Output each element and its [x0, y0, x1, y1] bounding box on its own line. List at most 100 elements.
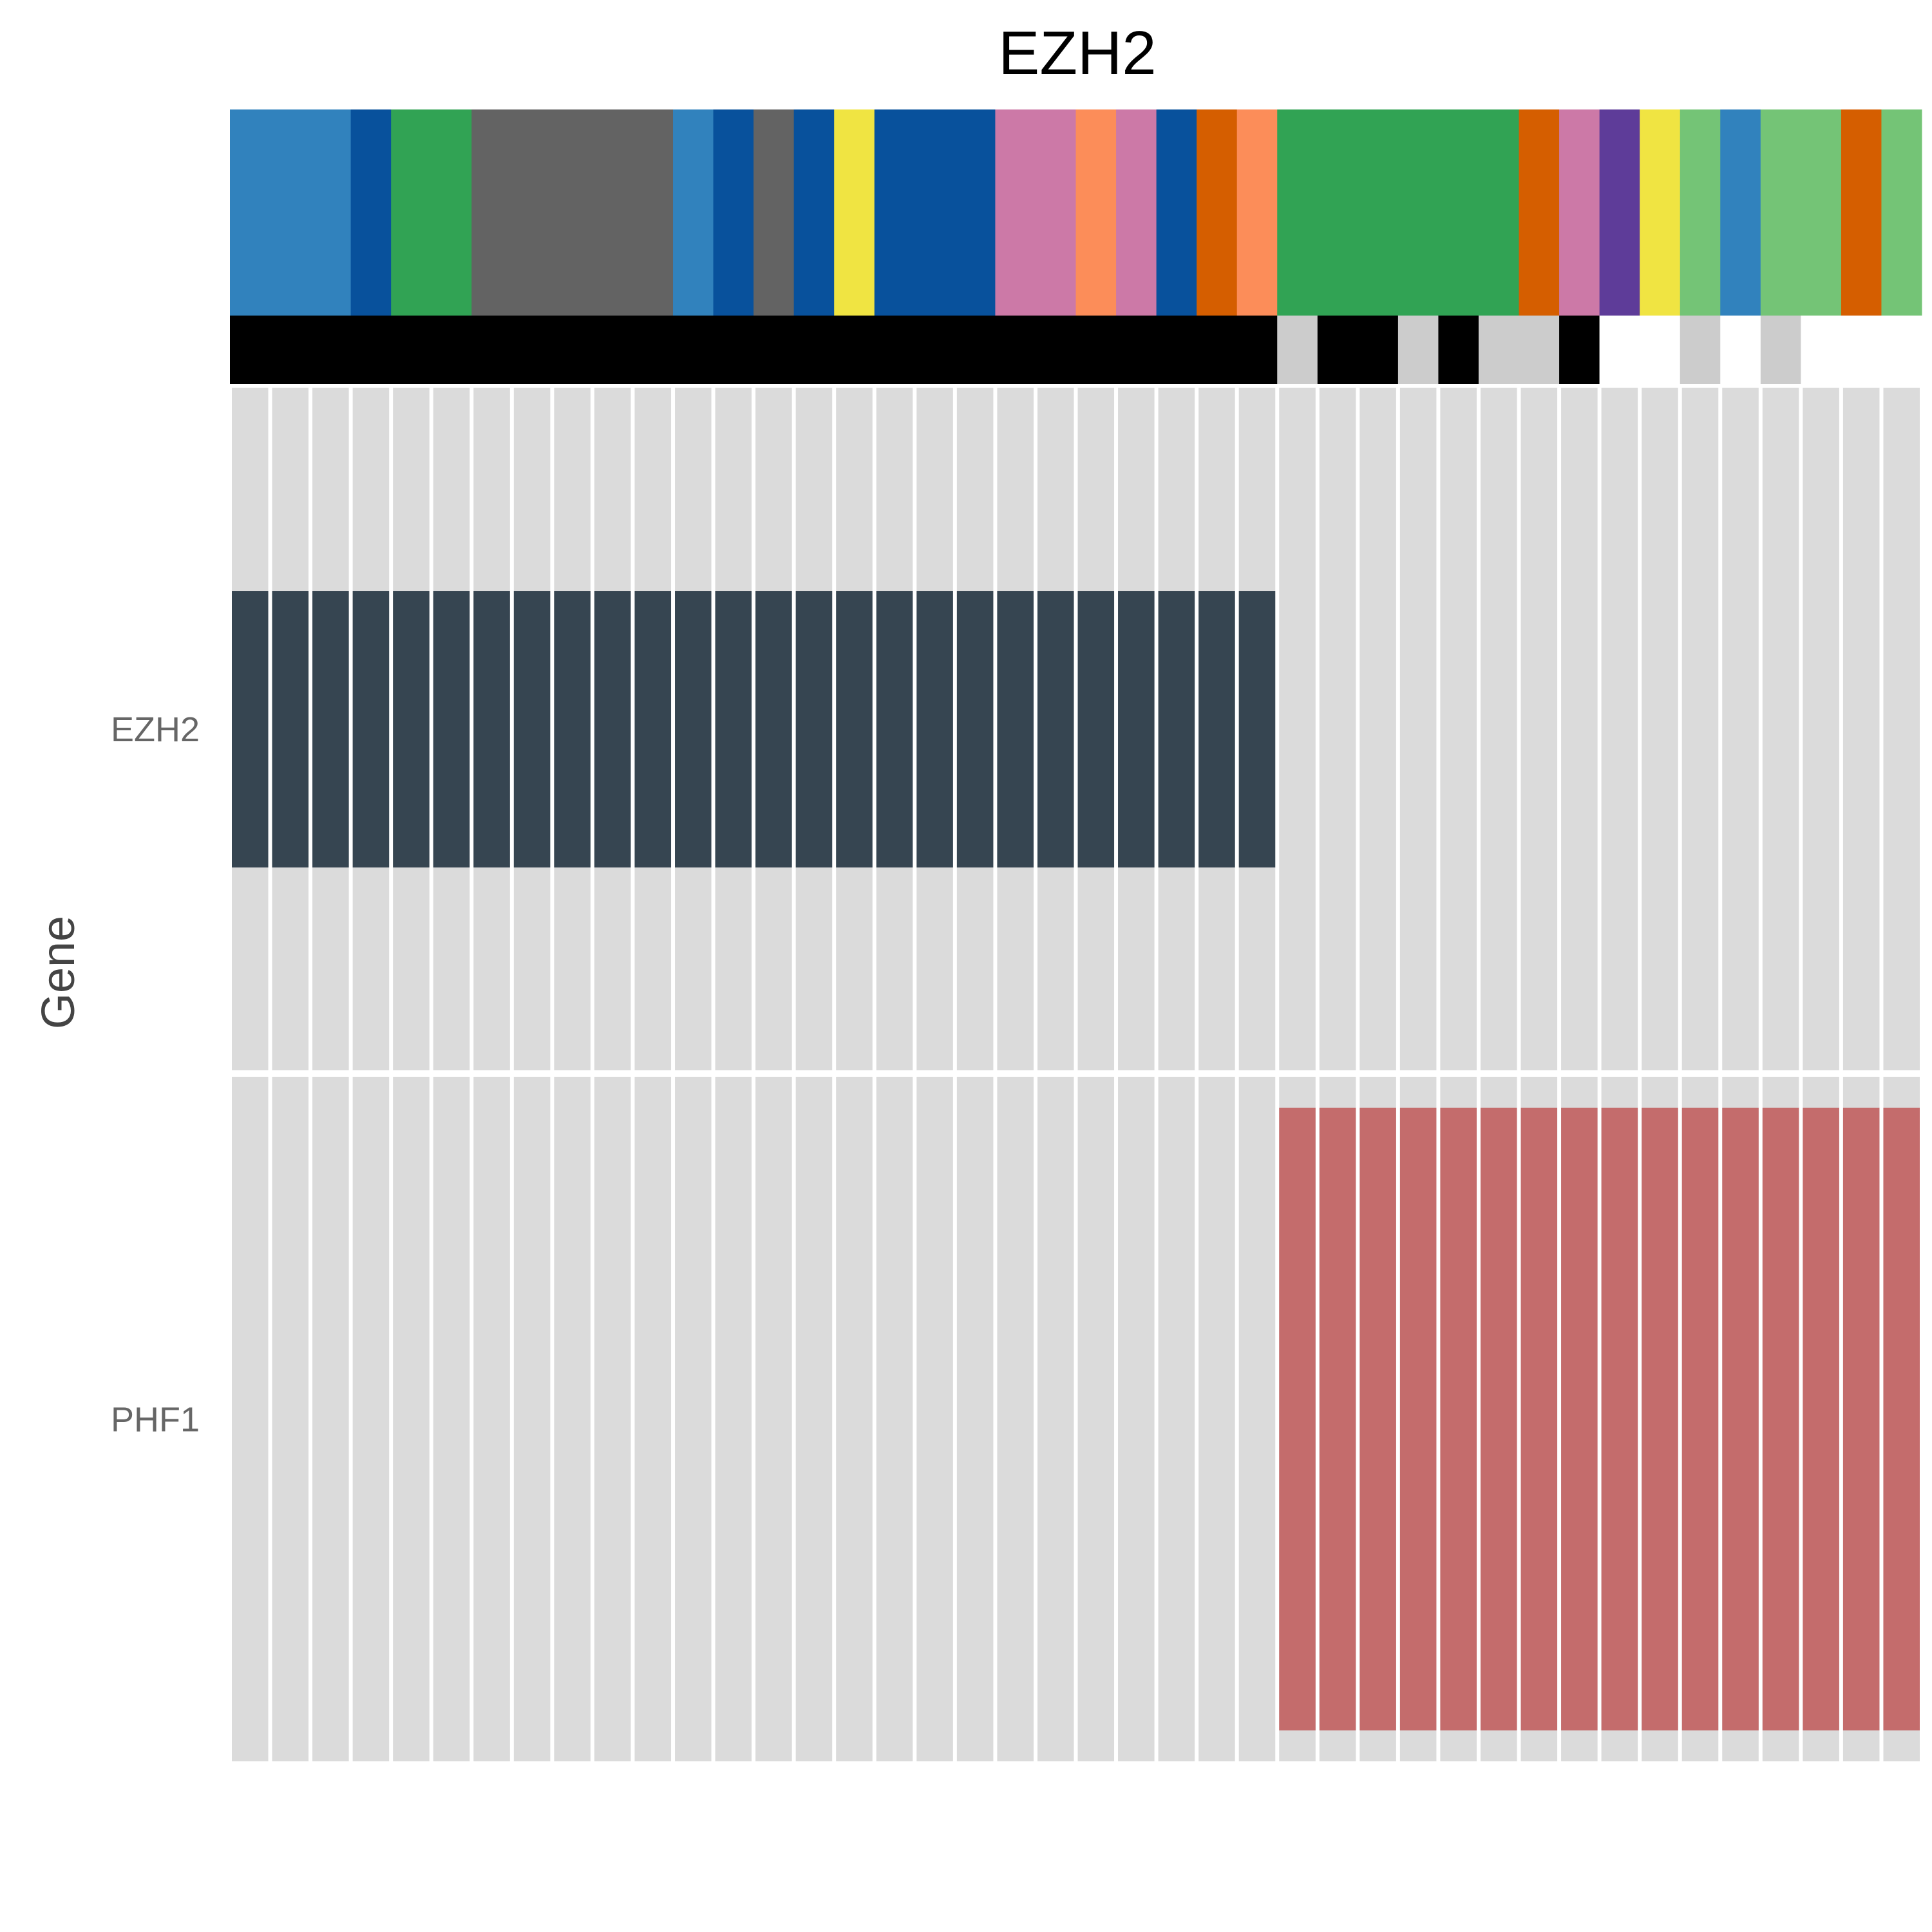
cell-bg-ezh2-38	[1722, 388, 1759, 1070]
cell-bg-ezh2-36	[1642, 388, 1678, 1070]
cell-alteration-ezh2-3	[312, 591, 349, 867]
annotation-track1-segment-8	[793, 109, 835, 316]
annotation-track1-segment-9	[834, 109, 875, 316]
annotation-track2-segment-3	[1317, 316, 1399, 384]
cell-bg-ezh2-41	[1842, 388, 1880, 1070]
cell-bg-phf1-15	[795, 1077, 833, 1761]
cell-bg-phf1-26	[1238, 1077, 1276, 1761]
cell-alteration-phf1-40	[1803, 1108, 1839, 1730]
annotation-track1-segment-21	[1640, 109, 1681, 316]
cell-bg-phf1-19	[956, 1077, 994, 1761]
cell-alteration-phf1-30	[1399, 1108, 1437, 1730]
cell-alteration-ezh2-11	[634, 591, 672, 867]
cell-bg-phf1-10	[594, 1077, 631, 1761]
cell-bg-phf1-5	[393, 1077, 430, 1761]
annotation-track2-segment-6	[1478, 316, 1560, 384]
cell-alteration-ezh2-25	[1198, 591, 1235, 867]
cell-bg-phf1-9	[554, 1077, 591, 1761]
cell-bg-phf1-13	[715, 1077, 752, 1761]
cell-bg-ezh2-28	[1319, 388, 1356, 1070]
cell-bg-ezh2-29	[1359, 388, 1396, 1070]
annotation-track1-segment-10	[874, 109, 996, 316]
cell-alteration-ezh2-7	[473, 591, 510, 867]
cell-alteration-ezh2-13	[715, 591, 752, 867]
annotation-track1-segment-1	[230, 109, 352, 316]
cell-alteration-ezh2-12	[675, 591, 712, 867]
annotation-track2-segment-5	[1438, 316, 1479, 384]
cell-alteration-phf1-37	[1681, 1108, 1719, 1730]
cell-alteration-phf1-42	[1883, 1108, 1920, 1730]
cell-alteration-phf1-31	[1440, 1108, 1477, 1730]
cell-alteration-phf1-38	[1722, 1108, 1759, 1730]
cell-alteration-phf1-32	[1480, 1108, 1517, 1730]
cell-bg-ezh2-34	[1561, 388, 1598, 1070]
cell-alteration-ezh2-21	[1037, 591, 1074, 867]
cell-alteration-phf1-41	[1842, 1108, 1880, 1730]
cell-alteration-phf1-33	[1520, 1108, 1558, 1730]
cell-bg-phf1-1	[232, 1077, 269, 1761]
annotation-track1-segment-12	[1075, 109, 1117, 316]
annotation-track1-segment-11	[995, 109, 1076, 316]
annotation-track1-segment-16	[1236, 109, 1278, 316]
annotation-track1-segment-25	[1841, 109, 1882, 316]
cell-bg-ezh2-33	[1520, 388, 1558, 1070]
cell-alteration-phf1-39	[1762, 1108, 1799, 1730]
annotation-track1-segment-6	[713, 109, 754, 316]
cell-alteration-ezh2-16	[836, 591, 873, 867]
cell-alteration-phf1-28	[1319, 1108, 1356, 1730]
cell-bg-phf1-24	[1158, 1077, 1195, 1761]
cell-alteration-ezh2-18	[916, 591, 953, 867]
cell-bg-ezh2-37	[1681, 388, 1719, 1070]
cell-bg-phf1-16	[836, 1077, 873, 1761]
cell-alteration-ezh2-19	[956, 591, 994, 867]
cell-bg-phf1-6	[433, 1077, 470, 1761]
cell-alteration-ezh2-6	[433, 591, 470, 867]
cell-alteration-phf1-29	[1359, 1108, 1396, 1730]
cell-alteration-phf1-35	[1601, 1108, 1638, 1730]
annotation-tracks	[230, 109, 1922, 384]
annotation-track1-segment-13	[1116, 109, 1157, 316]
annotation-track1-segment-18	[1519, 109, 1560, 316]
cell-bg-phf1-18	[916, 1077, 953, 1761]
cell-bg-phf1-22	[1077, 1077, 1115, 1761]
cell-bg-phf1-12	[675, 1077, 712, 1761]
cell-bg-ezh2-32	[1480, 388, 1517, 1070]
chart-title: EZH2	[998, 19, 1156, 88]
cell-bg-phf1-25	[1198, 1077, 1235, 1761]
annotation-track2-segment-7	[1559, 316, 1600, 384]
cell-bg-phf1-21	[1037, 1077, 1074, 1761]
cell-alteration-ezh2-24	[1158, 591, 1195, 867]
cell-alteration-ezh2-1	[232, 591, 269, 867]
heatmap-grid	[232, 388, 1920, 1761]
cell-bg-ezh2-35	[1601, 388, 1638, 1070]
annotation-track2-segment-4	[1397, 316, 1439, 384]
cell-alteration-ezh2-17	[876, 591, 913, 867]
annotation-track1-segment-7	[753, 109, 795, 316]
row-labels: EZH2 PHF1	[111, 710, 200, 1439]
cell-bg-phf1-3	[312, 1077, 349, 1761]
cell-alteration-ezh2-22	[1077, 591, 1115, 867]
cell-alteration-ezh2-23	[1118, 591, 1155, 867]
cell-alteration-phf1-34	[1561, 1108, 1598, 1730]
annotation-track1-segment-22	[1680, 109, 1721, 316]
cell-alteration-ezh2-15	[795, 591, 833, 867]
annotation-track1-segment-26	[1881, 109, 1922, 316]
cell-alteration-ezh2-26	[1238, 591, 1276, 867]
cell-bg-phf1-14	[755, 1077, 792, 1761]
annotation-track1-segment-5	[673, 109, 714, 316]
annotation-track2-segment-2	[1277, 316, 1318, 384]
cell-bg-phf1-11	[634, 1077, 672, 1761]
cell-bg-ezh2-31	[1440, 388, 1477, 1070]
cell-alteration-ezh2-2	[272, 591, 309, 867]
annotation-track1-segment-17	[1277, 109, 1520, 316]
annotation-track1-segment-24	[1760, 109, 1842, 316]
cell-alteration-ezh2-8	[513, 591, 551, 867]
cell-bg-ezh2-40	[1803, 388, 1839, 1070]
annotation-track1-segment-14	[1156, 109, 1197, 316]
annotation-track1-segment-3	[391, 109, 472, 316]
cell-bg-phf1-7	[473, 1077, 510, 1761]
annotation-track2-segment-10	[1720, 316, 1761, 384]
cell-bg-phf1-4	[352, 1077, 390, 1761]
annotation-track2-segment-8	[1599, 316, 1681, 384]
